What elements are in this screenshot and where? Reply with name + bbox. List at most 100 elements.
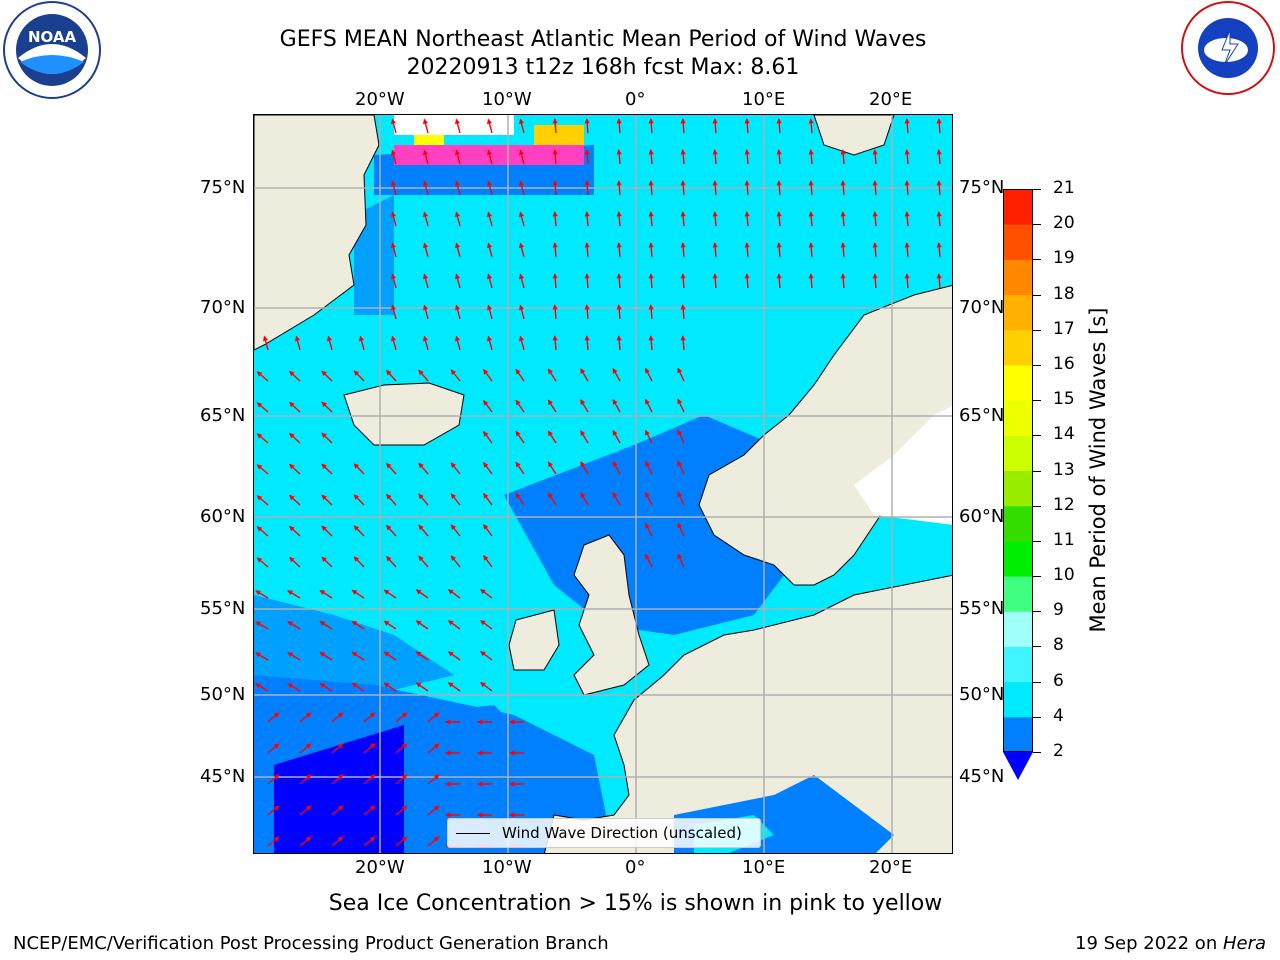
wind-direction-arrows xyxy=(255,118,942,849)
wind-arrow-head xyxy=(552,335,558,341)
lat-label-left-60n: 60°N xyxy=(200,506,246,527)
wind-arrow-head xyxy=(872,149,878,155)
wind-arrow-head xyxy=(552,180,558,186)
wind-arrow-head xyxy=(680,242,686,248)
wind-arrow-head xyxy=(391,180,396,187)
colorbar-segment xyxy=(1003,576,1033,612)
wind-arrow-head xyxy=(423,180,428,187)
colorbar-segment xyxy=(1003,364,1033,401)
wind-arrow-head xyxy=(645,522,650,529)
wind-arrow-head xyxy=(712,211,718,217)
colorbar-tick-mark xyxy=(1033,400,1041,402)
wind-arrow-head xyxy=(423,273,428,280)
wind-arrow-head xyxy=(369,805,376,811)
wind-arrow-head xyxy=(423,149,428,156)
wind-arrow-head xyxy=(433,836,440,842)
wind-arrow-head xyxy=(483,430,489,437)
wind-arrow-head xyxy=(455,149,460,156)
wind-arrow-head xyxy=(483,554,489,561)
wind-arrow-head xyxy=(580,399,586,405)
wind-arrow-head xyxy=(483,492,489,499)
wind-arrow-head xyxy=(386,369,392,376)
lat-label-right-55n: 55°N xyxy=(959,598,1005,619)
legend-label: Wind Wave Direction (unscaled) xyxy=(502,824,742,842)
wind-arrow-head xyxy=(450,369,456,375)
wind-arrow-head xyxy=(391,304,396,311)
lat-label-left-45n: 45°N xyxy=(200,766,246,787)
wind-arrow-head xyxy=(515,461,521,468)
wind-arrow-head xyxy=(321,494,327,500)
colorbar-tick-mark xyxy=(1033,576,1041,578)
wind-arrow-head xyxy=(369,712,376,718)
sea-ice-yellow-2 xyxy=(534,125,584,145)
wind-arrow-head xyxy=(680,304,686,310)
lat-label-right-50n: 50°N xyxy=(959,684,1005,705)
wind-arrow-head xyxy=(321,556,327,562)
wind-arrow-head xyxy=(648,273,654,279)
map-svg xyxy=(254,115,952,853)
wind-arrow-head xyxy=(455,211,460,218)
wind-arrow-head xyxy=(612,367,618,374)
wind-arrow-head xyxy=(872,180,878,186)
wind-arrow-head xyxy=(808,211,814,217)
colorbar-segment xyxy=(1003,189,1033,225)
wind-arrow-head xyxy=(483,368,489,375)
wind-arrow-head xyxy=(386,462,392,469)
wind-arrow-head xyxy=(744,149,750,155)
wind-arrow-head xyxy=(401,836,408,842)
colorbar-tick-label: 20 xyxy=(1053,213,1075,234)
wind-arrow-head xyxy=(515,399,521,406)
wind-arrow-head xyxy=(353,556,360,562)
wind-arrow-head xyxy=(648,180,654,186)
wind-arrow-head xyxy=(263,335,268,342)
wind-arrow-head xyxy=(616,211,622,217)
wind-arrow-head xyxy=(321,463,327,469)
map-title: GEFS MEAN Northeast Atlantic Mean Period… xyxy=(279,27,927,52)
wind-arrow-head xyxy=(383,682,390,688)
wind-arrow-head xyxy=(547,368,553,375)
wind-arrow-head xyxy=(455,273,460,280)
colorbar-tick-mark xyxy=(1033,681,1041,683)
colorbar-tick-label: 6 xyxy=(1053,670,1064,691)
wind-arrow-head xyxy=(487,180,492,187)
wind-arrow-head xyxy=(616,304,622,310)
wind-arrow-head xyxy=(648,335,654,341)
wind-arrow-head xyxy=(808,273,814,279)
wind-arrow-head xyxy=(547,461,553,468)
wind-arrow-head xyxy=(680,273,686,279)
wind-arrow-head xyxy=(391,149,396,156)
colorbar-tick-mark xyxy=(1033,259,1041,261)
wind-arrow-head xyxy=(447,651,454,657)
wind-arrow-head xyxy=(872,211,878,217)
colorbar-tick-mark xyxy=(1033,364,1041,366)
wind-arrow-head xyxy=(445,781,451,787)
colorbar-tick-label: 8 xyxy=(1053,635,1064,656)
wind-arrow-head xyxy=(447,682,454,688)
wind-arrow-head xyxy=(712,149,718,155)
wind-arrow-head xyxy=(547,492,553,499)
lon-label-top-20w: 20°W xyxy=(355,89,405,110)
map-panel xyxy=(253,114,953,854)
wind-arrow-head xyxy=(936,211,942,217)
wind-arrow-head xyxy=(584,304,590,310)
wind-arrow-head xyxy=(273,836,280,842)
colorbar-segment xyxy=(1003,611,1033,647)
wind-arrow-head xyxy=(645,429,650,436)
wind-arrow-head xyxy=(712,273,718,279)
colorbar-tick-mark xyxy=(1033,294,1041,296)
lon-label-bottom-10e: 10°E xyxy=(742,857,786,878)
wind-arrow-head xyxy=(519,273,524,280)
wind-arrow-head xyxy=(415,682,422,688)
wind-arrow-head xyxy=(677,367,683,374)
colorbar-tick-mark xyxy=(1033,540,1041,542)
wind-arrow-head xyxy=(487,304,492,311)
colorbar-tick-label: 18 xyxy=(1053,283,1075,304)
lat-label-left-50n: 50°N xyxy=(200,684,246,705)
wind-arrow-head xyxy=(423,242,428,249)
wind-arrow-head xyxy=(369,743,376,749)
wind-arrow-head xyxy=(584,242,590,248)
wind-arrow-head xyxy=(648,304,654,310)
colorbar-tick-mark xyxy=(1033,646,1041,648)
colorbar-segment xyxy=(1003,435,1033,471)
wind-arrow-head xyxy=(255,652,261,658)
